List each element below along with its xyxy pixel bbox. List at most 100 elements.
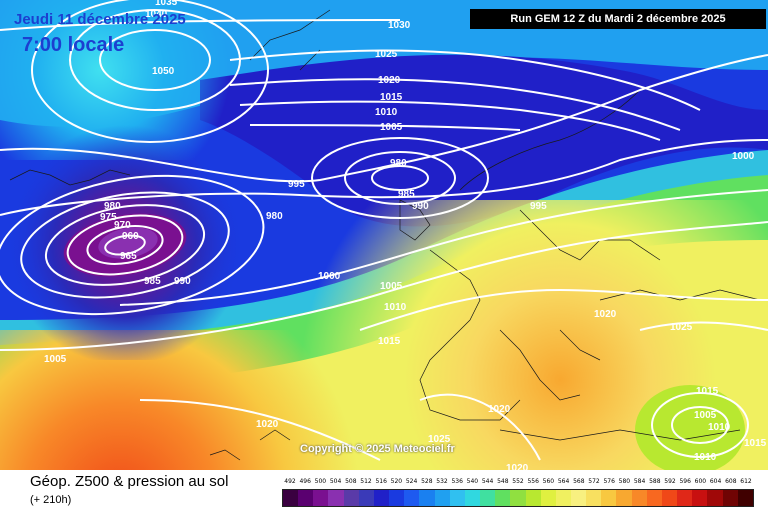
isobar-label: 1015 [744,438,767,449]
color-scale-swatch [283,490,299,506]
color-scale-label: 552 [512,478,524,485]
color-scale-label: 556 [527,478,539,485]
color-scale-label: 496 [299,478,311,485]
color-scale-label: 524 [405,478,418,485]
color-scale-label: 500 [314,478,327,485]
isobar-label: 1020 [506,463,529,470]
isobar-label: 995 [530,201,547,212]
isobar-label: 1010 [375,107,398,118]
isobar-label: 1005 [380,122,403,133]
legend-title: Géop. Z500 & pression au sol [30,473,229,490]
color-scale-label: 544 [481,478,494,485]
isobar-label: 1040 [145,9,168,20]
band-cold-core [200,54,768,227]
band-cyan [0,150,768,345]
isobar-label: 1015 [378,336,401,347]
isobar-label-layer: 1035 1040 1050 1030 1025 1020 1015 1010 … [44,0,767,470]
color-scale-swatch [540,490,556,506]
color-scale-label: 532 [436,478,448,485]
color-scale-bar [282,489,754,507]
color-scale-label: 584 [633,478,646,485]
forecast-time: 7:00 locale [22,34,125,56]
color-scale-label: 536 [451,478,463,485]
color-scale-swatch [707,490,723,506]
color-scale-label: 588 [649,478,661,485]
isobar-label: 1025 [428,434,451,445]
color-scale-swatch [616,490,632,506]
copyright-notice: Copyright © 2025 Meteociel.fr [300,443,455,455]
isobar-label: 985 [398,189,415,200]
color-scale-swatch [358,490,374,506]
isobar-label: 1020 [594,309,617,320]
forecast-date: Jeudi 11 décembre 2025 [14,11,186,28]
isobar-label: 960 [122,231,139,242]
color-scale-label: 548 [497,478,509,485]
isobar-label: 1005 [380,281,403,292]
color-scale-swatch [298,490,314,506]
color-scale-swatch [389,490,405,506]
color-scale-swatch [631,490,647,506]
isobar-label: 985 [144,276,161,287]
color-scale-swatch [343,490,359,506]
isobar-label: 980 [390,158,407,169]
isobar-label: 1050 [152,66,175,77]
color-scale-swatch [510,490,526,506]
isobar-label: 1005 [694,410,717,421]
color-scale-label: 512 [360,478,372,485]
isobar-label: 970 [114,220,131,231]
color-scale-label: 564 [557,478,570,485]
color-scale-swatch [737,490,753,506]
color-scale-swatch [661,490,678,506]
isobar-label: 1020 [488,404,511,415]
isobar-label: 980 [104,201,121,212]
color-scale-label: 576 [603,478,615,485]
color-scale-label: 600 [694,478,707,485]
color-scale-label: 592 [664,478,676,485]
color-scale-label: 608 [725,478,737,485]
isobar-label: 1025 [375,49,398,60]
color-scale-label: 572 [588,478,600,485]
isobar-label: 965 [120,251,137,262]
color-scale-swatch [313,490,329,506]
color-scale-swatch [692,490,708,506]
color-scale-label: 528 [421,478,433,485]
forecast-map [0,0,768,470]
color-scale-label: 520 [390,478,403,485]
color-scale-swatch [419,490,435,506]
isobar-label: 1010 [708,422,731,433]
isobar-label: 1000 [732,151,755,162]
color-scale-label: 596 [679,478,691,485]
color-scale-label: 612 [740,478,752,485]
low-inner [98,227,158,259]
isobar-label: 1020 [378,75,401,86]
isobar-label: 1000 [318,271,341,282]
isobar-label: 1010 [694,452,717,463]
color-scale-label: 504 [329,478,342,485]
color-scale-swatch [434,490,450,506]
isobar-label: 990 [412,201,429,212]
color-scale-label: 540 [466,478,479,485]
isobar-label: 990 [174,276,191,287]
color-scale-swatch [328,490,344,506]
color-scale-label: 516 [375,478,387,485]
isobar-label: 1010 [384,302,407,313]
isobar-label: 980 [266,211,283,222]
isobar-label: 1030 [388,20,411,31]
color-scale-label: 604 [709,478,722,485]
color-scale-swatch [586,490,602,506]
color-scale-swatch [495,490,511,506]
isobar-label: 1015 [696,386,719,397]
legend-subtitle: (+ 210h) [30,494,72,506]
coastlines [9,9,761,461]
color-scale-swatch [646,490,662,506]
color-scale-swatch [601,490,617,506]
color-scale-swatch [677,490,693,506]
color-scale-swatch [525,490,541,506]
isobar-label: 1005 [44,354,67,365]
color-scale-swatch [722,490,738,506]
color-scale-swatch [480,490,496,506]
color-scale-swatch [555,490,571,506]
color-scale-swatch [464,490,481,506]
isobar-label: 1035 [155,0,178,8]
